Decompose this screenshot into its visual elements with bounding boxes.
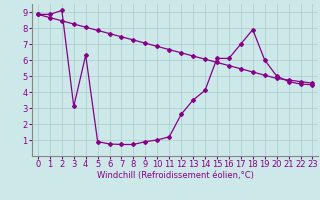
X-axis label: Windchill (Refroidissement éolien,°C): Windchill (Refroidissement éolien,°C) [97,171,254,180]
